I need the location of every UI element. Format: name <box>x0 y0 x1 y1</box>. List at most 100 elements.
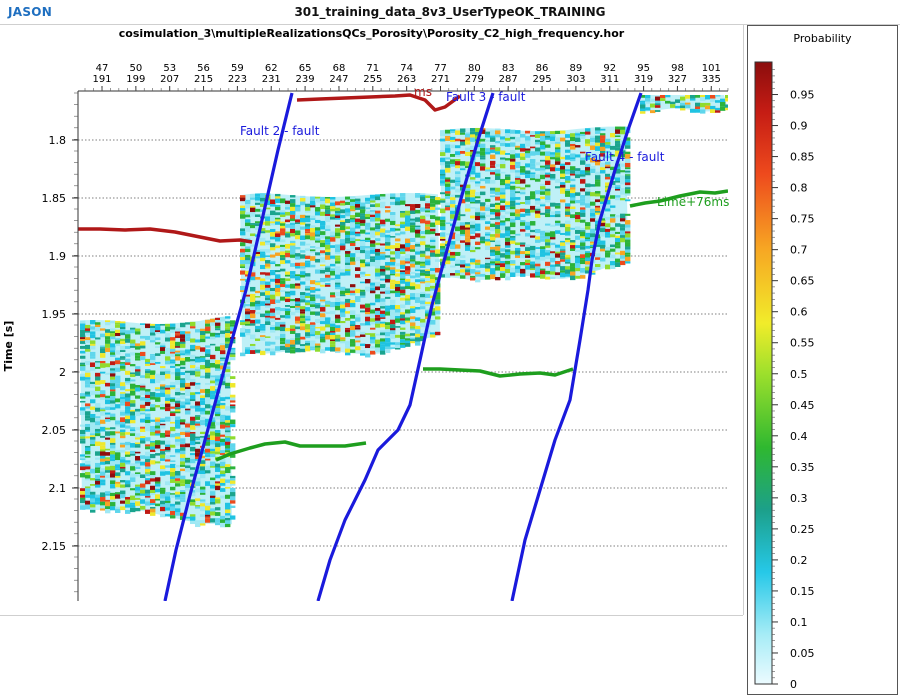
probability-cell <box>215 332 221 336</box>
probability-cell <box>620 218 626 222</box>
probability-cell <box>115 375 121 380</box>
probability-cell <box>450 131 456 133</box>
probability-cell <box>270 278 276 282</box>
probability-cell <box>260 301 266 306</box>
probability-cell <box>470 221 476 225</box>
probability-cell <box>80 323 86 327</box>
probability-cell <box>455 244 461 249</box>
green-horizon-left[interactable] <box>215 440 367 462</box>
probability-cell <box>515 242 521 246</box>
top-tick-label-a: 59 <box>231 63 244 74</box>
probability-cell <box>230 404 236 407</box>
probability-cell <box>190 326 196 329</box>
fault-2-label[interactable]: Fault 2 - fault <box>240 124 320 138</box>
probability-cell <box>230 347 236 350</box>
probability-cell <box>440 243 446 246</box>
probability-cell <box>170 471 176 477</box>
probability-cell <box>130 453 136 456</box>
probability-cell <box>130 502 136 505</box>
probability-cell <box>360 259 366 264</box>
probability-cell <box>460 139 466 142</box>
probability-cell <box>245 246 251 249</box>
red-horizon-left[interactable] <box>78 227 253 244</box>
probability-cell <box>260 257 266 262</box>
probability-cell <box>205 505 211 511</box>
probability-cell <box>170 493 176 495</box>
probability-cell <box>225 494 231 499</box>
probability-cell <box>405 219 411 223</box>
top-tick-label-b: 191 <box>92 74 111 85</box>
probability-cell <box>435 299 441 305</box>
probability-cell <box>265 216 271 222</box>
probability-cell <box>110 506 116 511</box>
probability-cell <box>580 201 586 206</box>
probability-cell <box>275 310 281 315</box>
probability-cell <box>80 463 86 467</box>
probability-cell <box>560 192 566 194</box>
probability-cell <box>140 400 146 405</box>
probability-cell <box>170 340 176 345</box>
fault-3-line[interactable] <box>316 92 495 601</box>
probability-cell <box>85 455 91 458</box>
red-horizon-top[interactable] <box>296 93 462 112</box>
probability-cell <box>450 258 456 261</box>
probability-cell <box>205 353 211 358</box>
probability-cell <box>415 337 421 342</box>
probability-cell <box>85 436 91 439</box>
probability-cell <box>505 258 511 261</box>
probability-cell <box>310 324 316 328</box>
probability-cell <box>335 257 341 262</box>
seismic-section-plot[interactable]: 4719150199532075621559223622316523968247… <box>0 0 745 615</box>
fault-4-label[interactable]: Fault 4 - fault <box>585 150 665 164</box>
probability-cell <box>90 353 96 357</box>
probability-cell <box>480 212 486 216</box>
probability-cell <box>295 227 301 231</box>
probability-cell <box>170 515 176 519</box>
probability-cell <box>210 451 216 454</box>
probability-cell <box>515 137 521 142</box>
probability-cell <box>125 432 131 435</box>
probability-cell <box>310 246 316 248</box>
fault-2-line[interactable] <box>163 92 294 601</box>
probability-cell <box>370 217 376 222</box>
probability-cell <box>540 196 546 200</box>
fault-4-line[interactable] <box>510 92 643 601</box>
top-tick-label-a: 47 <box>96 63 109 74</box>
probability-cell <box>80 396 86 399</box>
probability-cell <box>180 464 186 467</box>
probability-cell <box>140 351 146 357</box>
probability-cell <box>270 327 276 330</box>
probability-cell <box>215 403 221 406</box>
probability-cell <box>110 461 116 466</box>
probability-cell <box>200 395 206 399</box>
probability-cell <box>560 173 566 178</box>
probability-cell <box>470 277 476 281</box>
probability-cell <box>250 197 256 200</box>
probability-cell <box>300 306 306 310</box>
probability-cell <box>445 137 451 141</box>
green-horizon-middle[interactable] <box>423 367 574 378</box>
probability-cell <box>380 338 386 342</box>
probability-cell <box>200 331 206 336</box>
probability-cell <box>200 436 206 438</box>
probability-cell <box>465 166 471 169</box>
probability-cell <box>345 199 351 202</box>
fault-3-label[interactable]: Fault 3 - fault <box>446 90 526 104</box>
probability-cell <box>595 181 601 187</box>
probability-cell <box>170 323 176 327</box>
probability-cell <box>270 329 276 333</box>
probability-cell <box>100 347 106 349</box>
probability-cell <box>155 346 161 348</box>
probability-cell <box>375 347 381 352</box>
plot-panel[interactable] <box>0 25 744 615</box>
probability-cell <box>145 437 151 442</box>
probability-cell <box>495 265 501 267</box>
probability-cell <box>250 270 256 273</box>
probability-cell <box>220 478 226 483</box>
probability-cell <box>605 235 611 238</box>
probability-cell <box>125 389 131 392</box>
green-horizon-right[interactable] <box>629 189 728 208</box>
lime-horizon-label[interactable]: Lime+76ms <box>657 195 729 209</box>
probability-cell <box>280 321 286 325</box>
probability-cell <box>720 98 726 103</box>
